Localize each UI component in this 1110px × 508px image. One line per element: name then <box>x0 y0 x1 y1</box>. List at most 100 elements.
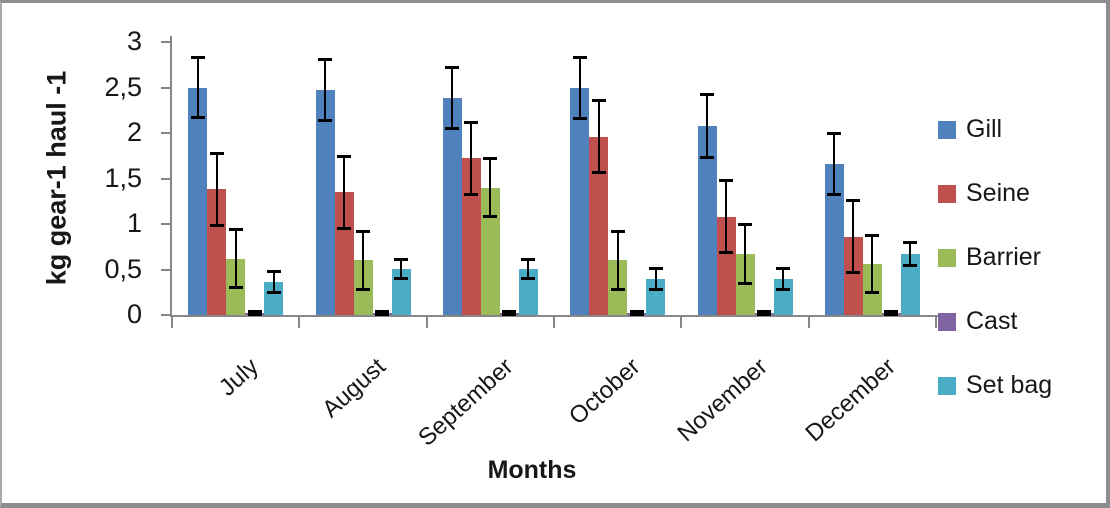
error-bar-cap-bottom <box>827 192 842 196</box>
error-bar-cap-bottom <box>337 226 351 230</box>
y-tick-mark <box>161 86 171 89</box>
error-bar-cap-bottom <box>464 192 479 196</box>
error-bar-cap-top <box>247 310 262 314</box>
error-bar-cap-top <box>190 56 205 60</box>
bar-seine-july <box>207 189 227 315</box>
error-bar-cap-top <box>827 132 842 135</box>
error-bar-line <box>654 267 657 290</box>
error-bar-line <box>833 133 836 195</box>
y-tick-mark <box>161 314 171 316</box>
error-bar-line <box>324 59 326 122</box>
y-tick-label: 2 <box>126 117 142 147</box>
legend-item-cast: Cast <box>938 307 1017 336</box>
y-tick-mark <box>161 223 171 225</box>
error-bar-line <box>871 234 874 294</box>
error-bar-cap-top <box>738 223 752 226</box>
legend-swatch-set-bag <box>938 376 956 395</box>
error-bar-cap-bottom <box>356 287 370 291</box>
bar-barrier-september <box>480 187 500 315</box>
bar-seine-december <box>843 236 863 315</box>
error-bar-cap-bottom <box>521 276 536 280</box>
x-category-label-december: December <box>800 353 901 448</box>
x-category-label-october: October <box>564 353 646 431</box>
error-bar-line <box>196 57 199 118</box>
error-bar-line <box>451 67 454 130</box>
legend-item-barrier: Barrier <box>938 243 1041 272</box>
error-bar-cap-bottom <box>209 223 224 227</box>
error-bar-cap-bottom <box>483 214 498 218</box>
x-category-label-august: August <box>317 353 392 424</box>
error-bar-cap-top <box>375 310 389 314</box>
error-bar-cap-bottom <box>445 127 460 131</box>
bar-gill-august <box>315 90 335 315</box>
y-tick-label: 2,5 <box>104 71 142 102</box>
error-bar-line <box>852 200 855 274</box>
error-bar-cap-top <box>776 266 790 270</box>
x-tick-mark <box>171 315 173 328</box>
error-bar-cap-bottom <box>865 291 880 295</box>
error-bar-cap-top <box>266 270 281 274</box>
error-bar-cap-top <box>846 199 861 203</box>
error-bar-cap-bottom <box>247 313 262 316</box>
error-bar-cap-top <box>502 310 517 314</box>
error-bar-cap-bottom <box>572 117 587 121</box>
y-tick-label: 0,5 <box>104 253 142 284</box>
error-bar-line <box>343 155 345 229</box>
x-category-label-july: July <box>213 353 264 402</box>
error-bar-line <box>215 153 218 226</box>
x-tick-mark <box>807 315 810 328</box>
legend-swatch-barrier <box>938 248 956 267</box>
error-bar-cap-bottom <box>648 287 663 291</box>
error-bar-cap-bottom <box>719 251 733 255</box>
y-tick-label: 3 <box>126 26 142 56</box>
legend-label-cast: Cast <box>966 307 1018 335</box>
error-bar-cap-top <box>648 266 663 270</box>
bar-gill-november <box>697 125 717 315</box>
bar-seine-august <box>334 192 354 315</box>
error-bar-cap-top <box>356 230 370 234</box>
legend-item-seine: Seine <box>938 179 1030 208</box>
x-tick-mark <box>425 315 428 328</box>
error-bar-cap-top <box>629 310 644 314</box>
x-tick-mark <box>553 315 555 328</box>
error-bar-cap-bottom <box>757 313 771 316</box>
error-bar-line <box>234 229 237 288</box>
error-bar-cap-top <box>884 310 899 314</box>
error-bar-cap-bottom <box>228 285 243 289</box>
legend-swatch-cast <box>938 312 956 331</box>
error-bar-cap-bottom <box>846 271 861 275</box>
error-bar-line <box>400 258 402 279</box>
bar-seine-september <box>461 158 481 315</box>
x-axis-line <box>170 315 944 317</box>
bar-gill-september <box>442 98 462 315</box>
error-bar-cap-bottom <box>700 155 714 159</box>
error-bar-cap-top <box>610 230 625 234</box>
bar-set-bag-september <box>518 268 538 315</box>
error-bar-line <box>744 224 746 285</box>
error-bar-cap-top <box>572 56 587 60</box>
error-bar-cap-bottom <box>591 171 606 175</box>
error-bar-line <box>362 231 364 290</box>
error-bar-line <box>725 180 727 254</box>
legend-label-set-bag: Set bag <box>966 371 1053 399</box>
error-bar-line <box>782 267 784 290</box>
error-bar-line <box>489 158 492 217</box>
error-bar-cap-top <box>483 157 498 161</box>
legend-item-gill: Gill <box>938 115 1002 144</box>
error-bar-cap-top <box>228 228 243 232</box>
error-bar-cap-top <box>591 99 606 103</box>
error-bar-cap-bottom <box>884 313 899 316</box>
error-bar-cap-bottom <box>629 313 644 316</box>
bar-set-bag-july <box>264 282 284 315</box>
y-tick-label: 0 <box>126 299 142 329</box>
x-tick-mark <box>298 315 301 328</box>
y-tick-label: 1 <box>126 208 142 238</box>
error-bar-cap-bottom <box>903 263 918 267</box>
error-bar-line <box>597 100 600 174</box>
legend-item-set-bag: Set bag <box>938 371 1052 400</box>
error-bar-cap-bottom <box>776 287 790 291</box>
bar-gill-july <box>188 87 208 315</box>
legend-label-barrier: Barrier <box>966 243 1042 271</box>
